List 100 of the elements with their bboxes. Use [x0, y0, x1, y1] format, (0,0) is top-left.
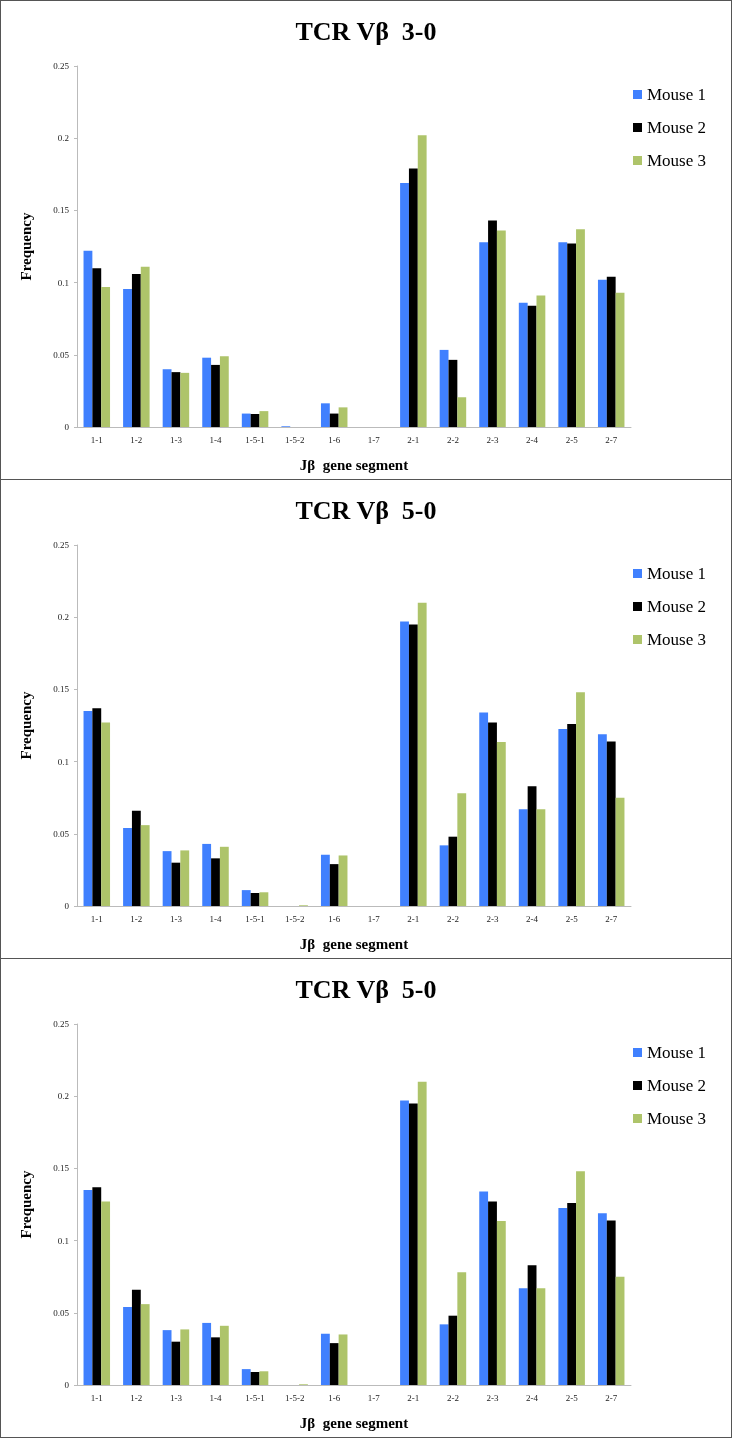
legend-label: Mouse 1 [646, 1043, 706, 1062]
bar [606, 1220, 616, 1385]
y-axis-title: Frequency [17, 690, 34, 760]
bar [123, 828, 132, 906]
x-axis-title: Jβ gene segment [299, 935, 409, 952]
bar [259, 1371, 269, 1385]
bar [597, 734, 607, 906]
bar [92, 1187, 102, 1385]
bar [576, 229, 585, 427]
legend-label: Mouse 3 [646, 630, 706, 649]
chart-title: TCR Vβ 5-0 [295, 495, 437, 525]
x-tick-label: 1-1 [90, 913, 103, 924]
bar [479, 712, 489, 906]
legend-label: Mouse 2 [646, 597, 706, 616]
legend-label: Mouse 3 [646, 1109, 706, 1128]
bar [527, 786, 537, 906]
bar [123, 1307, 132, 1385]
x-tick-label: 1-4 [209, 913, 222, 924]
bar [202, 843, 212, 906]
bar [171, 1341, 181, 1385]
y-tick-label: 0.05 [53, 1307, 70, 1318]
x-tick-label: 2-4 [526, 913, 539, 924]
bar [457, 397, 467, 427]
bar [329, 864, 339, 906]
y-tick-label: 0.25 [53, 540, 70, 550]
bar [558, 729, 568, 906]
x-tick-label: 1-6 [328, 1392, 341, 1403]
bar [558, 1208, 568, 1385]
bar [329, 1343, 339, 1385]
bar [567, 243, 577, 427]
x-tick-label: 1-1 [90, 1392, 103, 1403]
bar [606, 276, 616, 427]
legend-label: Mouse 1 [646, 85, 706, 104]
bar [400, 621, 409, 906]
legend-label: Mouse 2 [646, 118, 706, 137]
bar [83, 1190, 93, 1385]
bar [615, 1276, 625, 1385]
bar [162, 851, 172, 906]
bar [140, 1304, 150, 1385]
x-tick-label: 2-7 [605, 913, 618, 924]
bar [408, 624, 418, 906]
x-tick-label: 1-2 [130, 1392, 143, 1403]
bar [338, 855, 348, 906]
bar [241, 413, 251, 427]
x-tick-label: 2-2 [446, 1392, 459, 1403]
x-tick-label: 2-5 [565, 913, 579, 924]
bar [457, 1272, 467, 1385]
bar [597, 1213, 607, 1385]
bar [400, 182, 409, 427]
bar [202, 357, 212, 427]
bar [536, 1288, 546, 1385]
y-tick-label: 0.15 [53, 1163, 70, 1174]
bar [219, 1325, 229, 1385]
bar [250, 893, 260, 906]
bar [259, 411, 269, 427]
bar [101, 1201, 111, 1385]
bar [250, 414, 260, 427]
bar [615, 292, 625, 427]
bar [180, 850, 190, 906]
x-tick-label: 1-5-2 [284, 434, 305, 445]
bar [171, 862, 181, 906]
x-tick-label: 2-2 [446, 913, 459, 924]
bar [576, 692, 585, 906]
bar [439, 349, 449, 427]
bar [83, 711, 93, 906]
y-tick-label: 0 [64, 901, 70, 911]
y-tick-label: 0.2 [57, 612, 69, 623]
x-tick-label: 1-5-1 [245, 1392, 265, 1403]
bar [408, 1103, 418, 1385]
bar [518, 1288, 528, 1385]
bar [320, 1333, 330, 1385]
x-tick-label: 1-5-1 [245, 913, 265, 924]
y-tick-label: 0 [64, 422, 70, 432]
x-tick-label: 1-4 [209, 434, 222, 445]
bar [83, 250, 93, 427]
bar [171, 372, 181, 427]
x-tick-label: 2-1 [407, 434, 420, 445]
bar [576, 1171, 585, 1385]
chart-title: TCR Vβ 5-0 [295, 974, 437, 1004]
bar [211, 364, 220, 427]
bar [448, 359, 458, 427]
x-axis-title: Jβ gene segment [299, 456, 409, 473]
bar [518, 302, 528, 427]
y-tick-label: 0.2 [57, 133, 69, 144]
bar [338, 407, 348, 427]
bar [496, 1221, 506, 1385]
x-tick-label: 2-5 [565, 434, 579, 445]
x-tick-label: 1-2 [130, 434, 143, 445]
bar [92, 708, 102, 906]
bar [479, 1191, 489, 1385]
y-tick-label: 0.1 [57, 756, 69, 767]
bar [597, 279, 607, 427]
bar [439, 1324, 449, 1385]
x-tick-label: 2-3 [486, 913, 499, 924]
bar [338, 1334, 348, 1385]
bar [101, 722, 111, 906]
x-tick-label: 2-7 [605, 434, 618, 445]
bar [131, 810, 141, 906]
bar [439, 845, 449, 906]
x-tick-label: 2-7 [605, 1392, 618, 1403]
